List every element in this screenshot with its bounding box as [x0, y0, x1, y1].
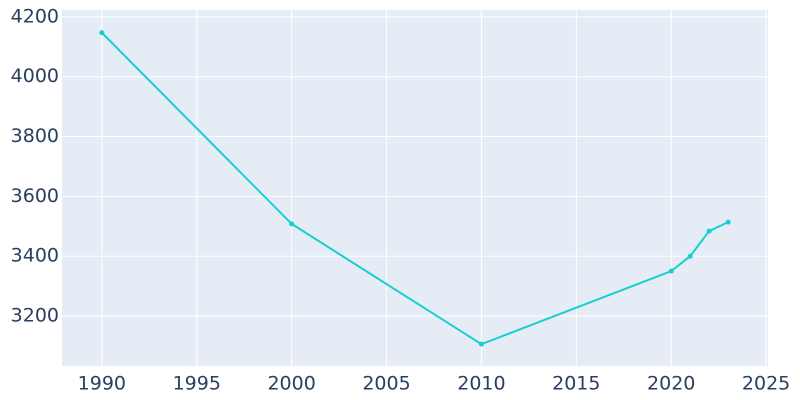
- marker: [99, 30, 105, 36]
- marker: [478, 341, 484, 347]
- x-tick-label: 1990: [78, 373, 126, 395]
- marker: [725, 219, 731, 225]
- x-tick-label: 2010: [457, 373, 505, 395]
- plot-area: [62, 10, 768, 366]
- x-tick-label: 1995: [173, 373, 221, 395]
- marker: [687, 253, 693, 259]
- y-tick-label: 4000: [11, 65, 59, 87]
- y-tick-label: 3400: [11, 245, 59, 267]
- y-tick-label: 3200: [11, 305, 59, 327]
- x-tick-label: 2005: [362, 373, 410, 395]
- x-tick-label: 2020: [647, 373, 695, 395]
- marker: [668, 268, 674, 274]
- y-tick-label: 3600: [11, 185, 59, 207]
- marker: [706, 228, 712, 234]
- x-tick-label: 2015: [552, 373, 600, 395]
- y-tick-label: 4200: [11, 5, 59, 27]
- y-tick-label: 3800: [11, 125, 59, 147]
- x-tick-label: 2000: [267, 373, 315, 395]
- x-tick-label: 2025: [742, 373, 790, 395]
- marker: [289, 221, 295, 227]
